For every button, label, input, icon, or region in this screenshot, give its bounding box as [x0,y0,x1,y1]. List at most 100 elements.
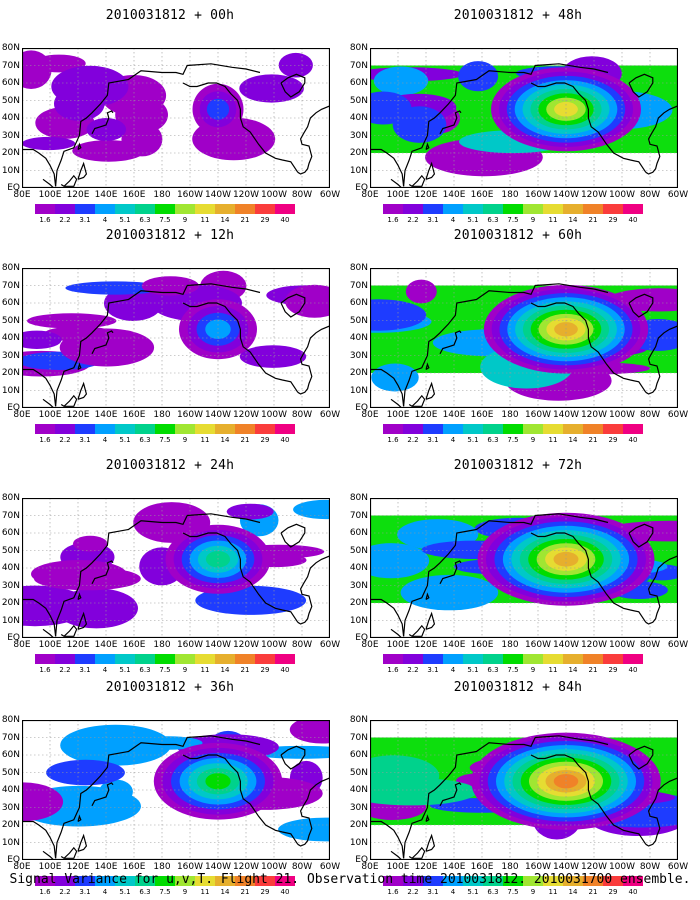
colorbar-swatch [403,424,423,434]
colorbar-level-label: 9 [530,666,536,674]
figure-caption: Signal Variance for u,v,T. Flight 21. Ob… [9,872,691,887]
colorbar-level-label: 6.3 [139,216,151,224]
lon-label: 140E [94,410,118,420]
colorbar-swatch [275,424,295,434]
lat-label: EQ [355,183,368,193]
colorbar-level-label: 4 [450,888,456,896]
colorbar-level-label: 14 [220,666,230,674]
colorbar-level-label: 21 [588,436,598,444]
colorbar-level-label: 6.3 [487,436,499,444]
lat-label: 50N [349,767,368,778]
lat-label: 20N [349,148,368,158]
colorbar-level-label: 6.3 [139,888,151,896]
lat-label: 60N [1,298,20,308]
lon-label: 140W [204,640,232,650]
colorbar-swatch [275,204,295,214]
colorbar-swatch [275,654,295,664]
colorbar-level-label: 5.1 [467,888,479,896]
lat-label: 20N [349,820,368,830]
lon-label: 160W [524,410,552,420]
colorbar-swatch [483,204,503,214]
colorbar-level-label: 3.1 [79,216,91,224]
colorbar-swatch [255,204,275,214]
lat-label: EQ [355,855,368,865]
map-panel: 2010031812 + 24h 80N 70N 60N 50N 40N 30N 20N 10… [0,458,340,676]
colorbar-level-label: 11 [200,888,210,896]
lon-label: 120W [580,190,608,200]
lon-label: 120W [232,410,260,420]
colorbar-swatch [603,876,623,886]
colorbar-level-label: 9 [530,216,536,224]
lon-label: 140E [442,410,466,420]
panel-title: 2010031812 + 00h [105,8,235,23]
colorbar-swatch [383,204,403,214]
colorbar-level-label: 14 [220,216,230,224]
panel-title: 2010031812 + 72h [453,458,583,473]
colorbar-level-label: 3.1 [427,436,439,444]
colorbar-level-label: 2.2 [59,666,71,674]
colorbar-swatch [255,424,275,434]
lon-label: 100W [608,410,636,420]
lon-label: 80W [639,410,661,420]
colorbar-level-label: 14 [220,888,230,896]
colorbar-level-label: 14 [568,216,578,224]
lat-label: EQ [7,855,20,865]
colorbar-level-label: 2.2 [59,888,71,896]
colorbar-swatch [215,654,235,664]
lat-label: 80N [1,493,20,503]
panel-title: 2010031812 + 60h [453,228,583,243]
lon-label: 140E [442,190,466,200]
colorbar-swatch [503,204,523,214]
lon-label: 120W [580,640,608,650]
colorbar-level-label: 4 [102,436,108,444]
lon-label: 80E [361,410,379,420]
colorbar-level-label: 7.5 [159,666,171,674]
lat-label: 80N [349,263,368,273]
colorbar-swatch [503,876,523,886]
lat-label: 70N [1,732,20,743]
colorbar-swatch [383,876,403,886]
lon-label: 80W [291,862,313,872]
lon-label: 80W [291,190,313,200]
colorbar-swatch [235,876,255,886]
colorbar-swatch [95,654,115,664]
colorbar-level-label: 9 [530,888,536,896]
lat-label: 60N [349,78,368,88]
colorbar-swatch [75,424,95,434]
colorbar-swatch [195,204,215,214]
lon-label: 100W [608,862,636,872]
colorbar-swatch [155,424,175,434]
lon-label: 60W [319,862,341,872]
lon-label: 140E [94,862,118,872]
colorbar-level-label: 1.6 [39,216,51,224]
colorbar [383,424,643,434]
lat-label: 40N [349,113,368,123]
colorbar-level-label: 4 [102,216,108,224]
colorbar-level-label: 11 [200,666,210,674]
colorbar-swatch [403,204,423,214]
colorbar-swatch [195,654,215,664]
lon-label: 80E [13,410,31,420]
colorbar-swatch [523,876,543,886]
lon-label: 180 [501,862,519,872]
lon-label: 120E [414,640,438,650]
colorbar [383,204,643,214]
colorbar-swatch [35,654,55,664]
colorbar-swatch [463,204,483,214]
lat-label: 40N [1,785,20,795]
colorbar-level-label: 40 [628,216,638,224]
map-panel: 2010031812 + 36h 80N 70N 60N 50N 40N 30N 20N 10… [0,680,340,898]
colorbar-level-label: 3.1 [427,216,439,224]
lat-label: 30N [349,580,368,591]
lon-label: 160E [470,862,494,872]
lat-label: 20N [349,598,368,608]
colorbar-swatch [463,424,483,434]
colorbar-swatch [483,424,503,434]
lon-label: 100E [386,862,410,872]
variance-map [22,498,330,638]
colorbar-level-label: 5.1 [467,436,479,444]
colorbar-level-label: 6.3 [487,666,499,674]
lat-label: 60N [1,78,20,88]
colorbar-swatch [423,424,443,434]
colorbar-swatch [383,654,403,664]
